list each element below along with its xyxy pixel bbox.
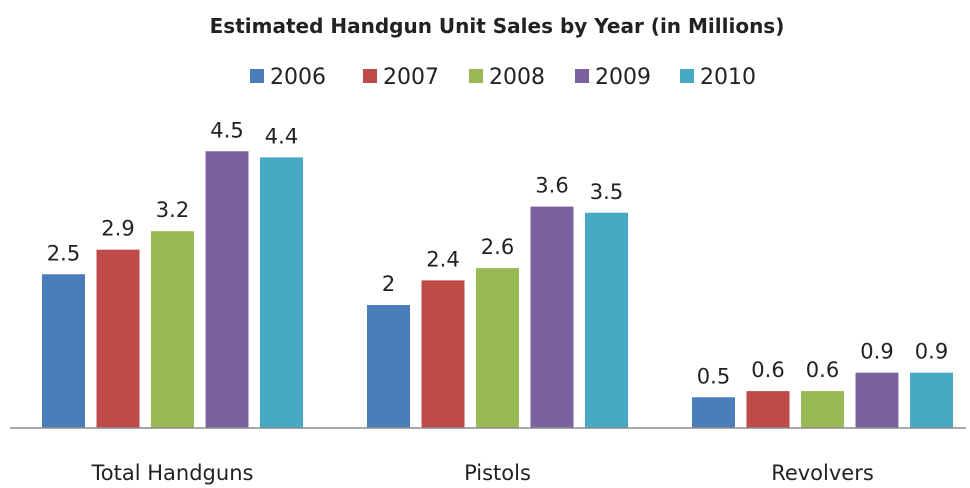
legend-label-2007: 2007 xyxy=(383,65,439,90)
bar-revolvers-2009 xyxy=(855,372,899,428)
data-label-pistols-2007: 2.4 xyxy=(426,247,459,271)
legend-swatch-2006 xyxy=(250,69,264,83)
bar-total-handguns-2007 xyxy=(96,249,140,428)
data-label-revolvers-2006: 0.5 xyxy=(697,364,730,388)
legend-swatch-2009 xyxy=(575,69,589,83)
data-label-total-handguns-2008: 3.2 xyxy=(156,198,189,222)
bar-total-handguns-2008 xyxy=(151,231,194,428)
data-label-pistols-2006: 2 xyxy=(382,272,395,296)
category-label-pistols: Pistols xyxy=(464,461,531,485)
data-label-revolvers-2008: 0.6 xyxy=(806,358,839,382)
chart-title: Estimated Handgun Unit Sales by Year (in… xyxy=(210,14,785,38)
data-label-total-handguns-2007: 2.9 xyxy=(101,217,134,241)
data-label-pistols-2010: 3.5 xyxy=(590,180,623,204)
bar-pistols-2010 xyxy=(585,212,628,428)
bar-pistols-2007 xyxy=(421,280,465,428)
bar-revolvers-2008 xyxy=(801,391,844,428)
legend-label-2009: 2009 xyxy=(595,65,651,90)
bar-total-handguns-2009 xyxy=(205,151,249,428)
bar-pistols-2009 xyxy=(530,206,574,428)
data-label-total-handguns-2009: 4.5 xyxy=(210,118,243,142)
legend-label-2006: 2006 xyxy=(270,65,326,90)
data-label-revolvers-2009: 0.9 xyxy=(860,340,893,364)
category-labels-group: Total Handguns Pistols Revolvers xyxy=(91,461,874,485)
legend-swatch-2010 xyxy=(680,69,694,83)
category-label-revolvers: Revolvers xyxy=(771,461,874,485)
bar-total-handguns-2006 xyxy=(42,274,85,428)
legend-swatch-2007 xyxy=(363,69,377,83)
data-label-pistols-2008: 2.6 xyxy=(481,235,514,259)
bar-revolvers-2010 xyxy=(910,372,953,428)
bars-group xyxy=(42,151,953,428)
legend-label-2008: 2008 xyxy=(489,65,545,90)
legend-label-2010: 2010 xyxy=(700,65,756,90)
bar-revolvers-2007 xyxy=(746,391,790,428)
category-label-total-handguns: Total Handguns xyxy=(91,461,254,485)
data-label-revolvers-2007: 0.6 xyxy=(751,358,784,382)
bar-revolvers-2006 xyxy=(692,397,735,428)
bar-total-handguns-2010 xyxy=(260,157,303,428)
legend: 2006 2007 2008 2009 2010 xyxy=(250,65,756,90)
data-label-total-handguns-2010: 4.4 xyxy=(265,124,298,148)
bar-pistols-2006 xyxy=(367,305,410,428)
data-label-revolvers-2010: 0.9 xyxy=(915,340,948,364)
legend-swatch-2008 xyxy=(469,69,483,83)
data-label-pistols-2009: 3.6 xyxy=(535,174,568,198)
bar-pistols-2008 xyxy=(476,268,519,428)
data-labels-group: 2.5 2.9 3.2 4.5 4.4 2 2.4 2.6 3.6 3.5 0.5 0.6 0.6 0.9… xyxy=(47,118,948,388)
data-label-total-handguns-2006: 2.5 xyxy=(47,241,80,265)
